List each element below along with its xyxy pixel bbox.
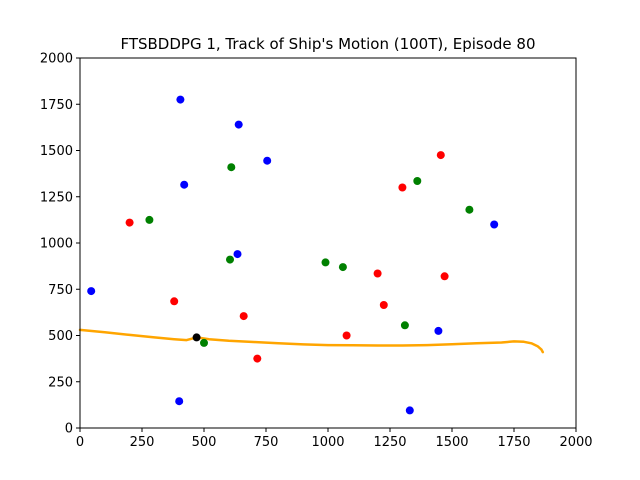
y-tick-label: 500 — [48, 329, 73, 344]
data-point — [405, 406, 414, 415]
y-tick-label: 1000 — [40, 237, 73, 252]
data-point — [398, 183, 407, 192]
data-point — [465, 205, 474, 214]
data-point — [192, 333, 201, 342]
x-tick-label: 1500 — [435, 435, 468, 450]
track-line — [78, 328, 545, 354]
x-tick-label: 500 — [192, 435, 217, 450]
data-point — [338, 263, 347, 272]
data-point — [253, 354, 262, 363]
data-point — [227, 163, 236, 172]
data-point — [321, 258, 330, 267]
x-tick-label: 1000 — [311, 435, 344, 450]
y-tick-label: 750 — [48, 283, 73, 298]
data-point — [175, 397, 184, 406]
axis-ticks: 0 250 500 750 1000 1250 1500 1750 2000 0 250 500 750… — [40, 52, 593, 451]
data-point — [440, 272, 449, 281]
x-tick-label: 1250 — [373, 435, 406, 450]
y-tick-label: 2000 — [40, 52, 73, 67]
data-point — [490, 220, 499, 229]
data-point — [413, 177, 422, 185]
data-point — [436, 151, 445, 160]
data-point — [233, 250, 242, 259]
data-point — [170, 297, 179, 306]
x-tick-label: 0 — [76, 435, 84, 450]
data-point — [373, 269, 382, 278]
data-point — [342, 331, 351, 340]
x-tick-label: 250 — [130, 435, 155, 450]
data-point — [87, 287, 96, 296]
data-point — [226, 255, 234, 264]
y-tick-label: 250 — [48, 375, 73, 390]
data-point — [180, 180, 189, 189]
x-tick-label: 1750 — [497, 435, 530, 450]
data-point — [239, 312, 248, 321]
chart-title: FTSBDDPG 1, Track of Ship's Motion (100T… — [120, 35, 535, 53]
data-point — [379, 301, 388, 309]
data-point — [125, 218, 134, 227]
plot-frame — [79, 57, 577, 429]
data-point — [234, 120, 243, 129]
data-point — [434, 326, 443, 335]
y-tick-label: 1250 — [40, 190, 73, 205]
x-tick-label: 2000 — [559, 435, 592, 450]
chart-marks — [78, 95, 545, 415]
x-tick-label: 750 — [254, 435, 279, 450]
data-point — [145, 215, 154, 224]
data-point — [400, 321, 409, 330]
y-tick-label: 0 — [65, 422, 73, 437]
data-point — [263, 156, 272, 165]
y-tick-label: 1750 — [40, 98, 73, 113]
plot-area — [80, 58, 576, 428]
data-point — [200, 338, 208, 347]
y-tick-label: 1500 — [40, 144, 73, 159]
data-point — [176, 95, 185, 104]
